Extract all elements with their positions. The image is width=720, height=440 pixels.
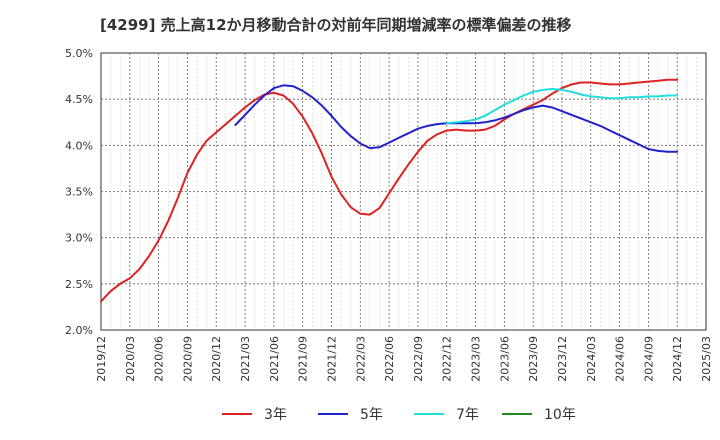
legend-label-2: 7年 [456, 407, 479, 423]
y-tick-label: 2.0% [65, 324, 93, 337]
grid [101, 53, 706, 330]
y-tick-label: 4.5% [65, 93, 93, 106]
x-tick-label: 2022/03 [354, 336, 367, 382]
x-tick-label: 2020/03 [124, 336, 137, 382]
x-tick-label: 2024/03 [585, 336, 598, 382]
x-tick-label: 2022/06 [383, 336, 396, 382]
x-tick-label: 2020/12 [210, 336, 223, 382]
y-tick-label: 3.0% [65, 232, 93, 245]
legend-label-0: 3年 [264, 407, 287, 423]
legend: 3年 5年 7年 10年 [222, 407, 576, 423]
x-tick-label: 2021/09 [297, 336, 310, 382]
x-tick-label: 2021/06 [268, 336, 281, 382]
legend-label-1: 5年 [360, 407, 383, 423]
x-tick-label: 2019/12 [95, 336, 108, 382]
x-tick-label: 2020/09 [181, 336, 194, 382]
x-tick-label: 2024/09 [642, 336, 655, 382]
x-tick-label: 2020/06 [153, 336, 166, 382]
y-tick-label: 2.5% [65, 278, 93, 291]
series-line-0 [100, 78, 679, 303]
x-tick-label: 2022/12 [441, 336, 454, 382]
x-tick-label: 2021/12 [325, 336, 338, 382]
x-tick-label: 2023/03 [470, 336, 483, 382]
chart-title: [4299] 売上高12か月移動合計の対前年同期増減率の標準偏差の推移 [100, 16, 572, 34]
x-axis: 2019/12 2020/03 2020/06 2020/09 2020/12 2021/… [95, 336, 713, 382]
y-tick-label: 3.5% [65, 186, 93, 199]
x-tick-label: 2023/12 [556, 336, 569, 382]
x-tick-label: 2024/12 [671, 336, 684, 382]
legend-label-3: 10年 [544, 407, 576, 423]
y-tick-label: 5.0% [65, 47, 93, 60]
x-tick-label: 2025/03 [700, 336, 713, 382]
x-tick-label: 2024/06 [614, 336, 627, 382]
x-tick-label: 2021/03 [239, 336, 252, 382]
x-tick-label: 2023/06 [498, 336, 511, 382]
plot-area [100, 52, 707, 331]
series-lines [100, 78, 679, 303]
y-axis: 5.0% 4.5% 4.0% 3.5% 3.0% 2.5% 2.0% [65, 47, 93, 337]
x-tick-label: 2022/09 [412, 336, 425, 382]
x-tick-label: 2023/09 [527, 336, 540, 382]
series-line-2 [445, 88, 679, 125]
y-tick-label: 4.0% [65, 139, 93, 152]
